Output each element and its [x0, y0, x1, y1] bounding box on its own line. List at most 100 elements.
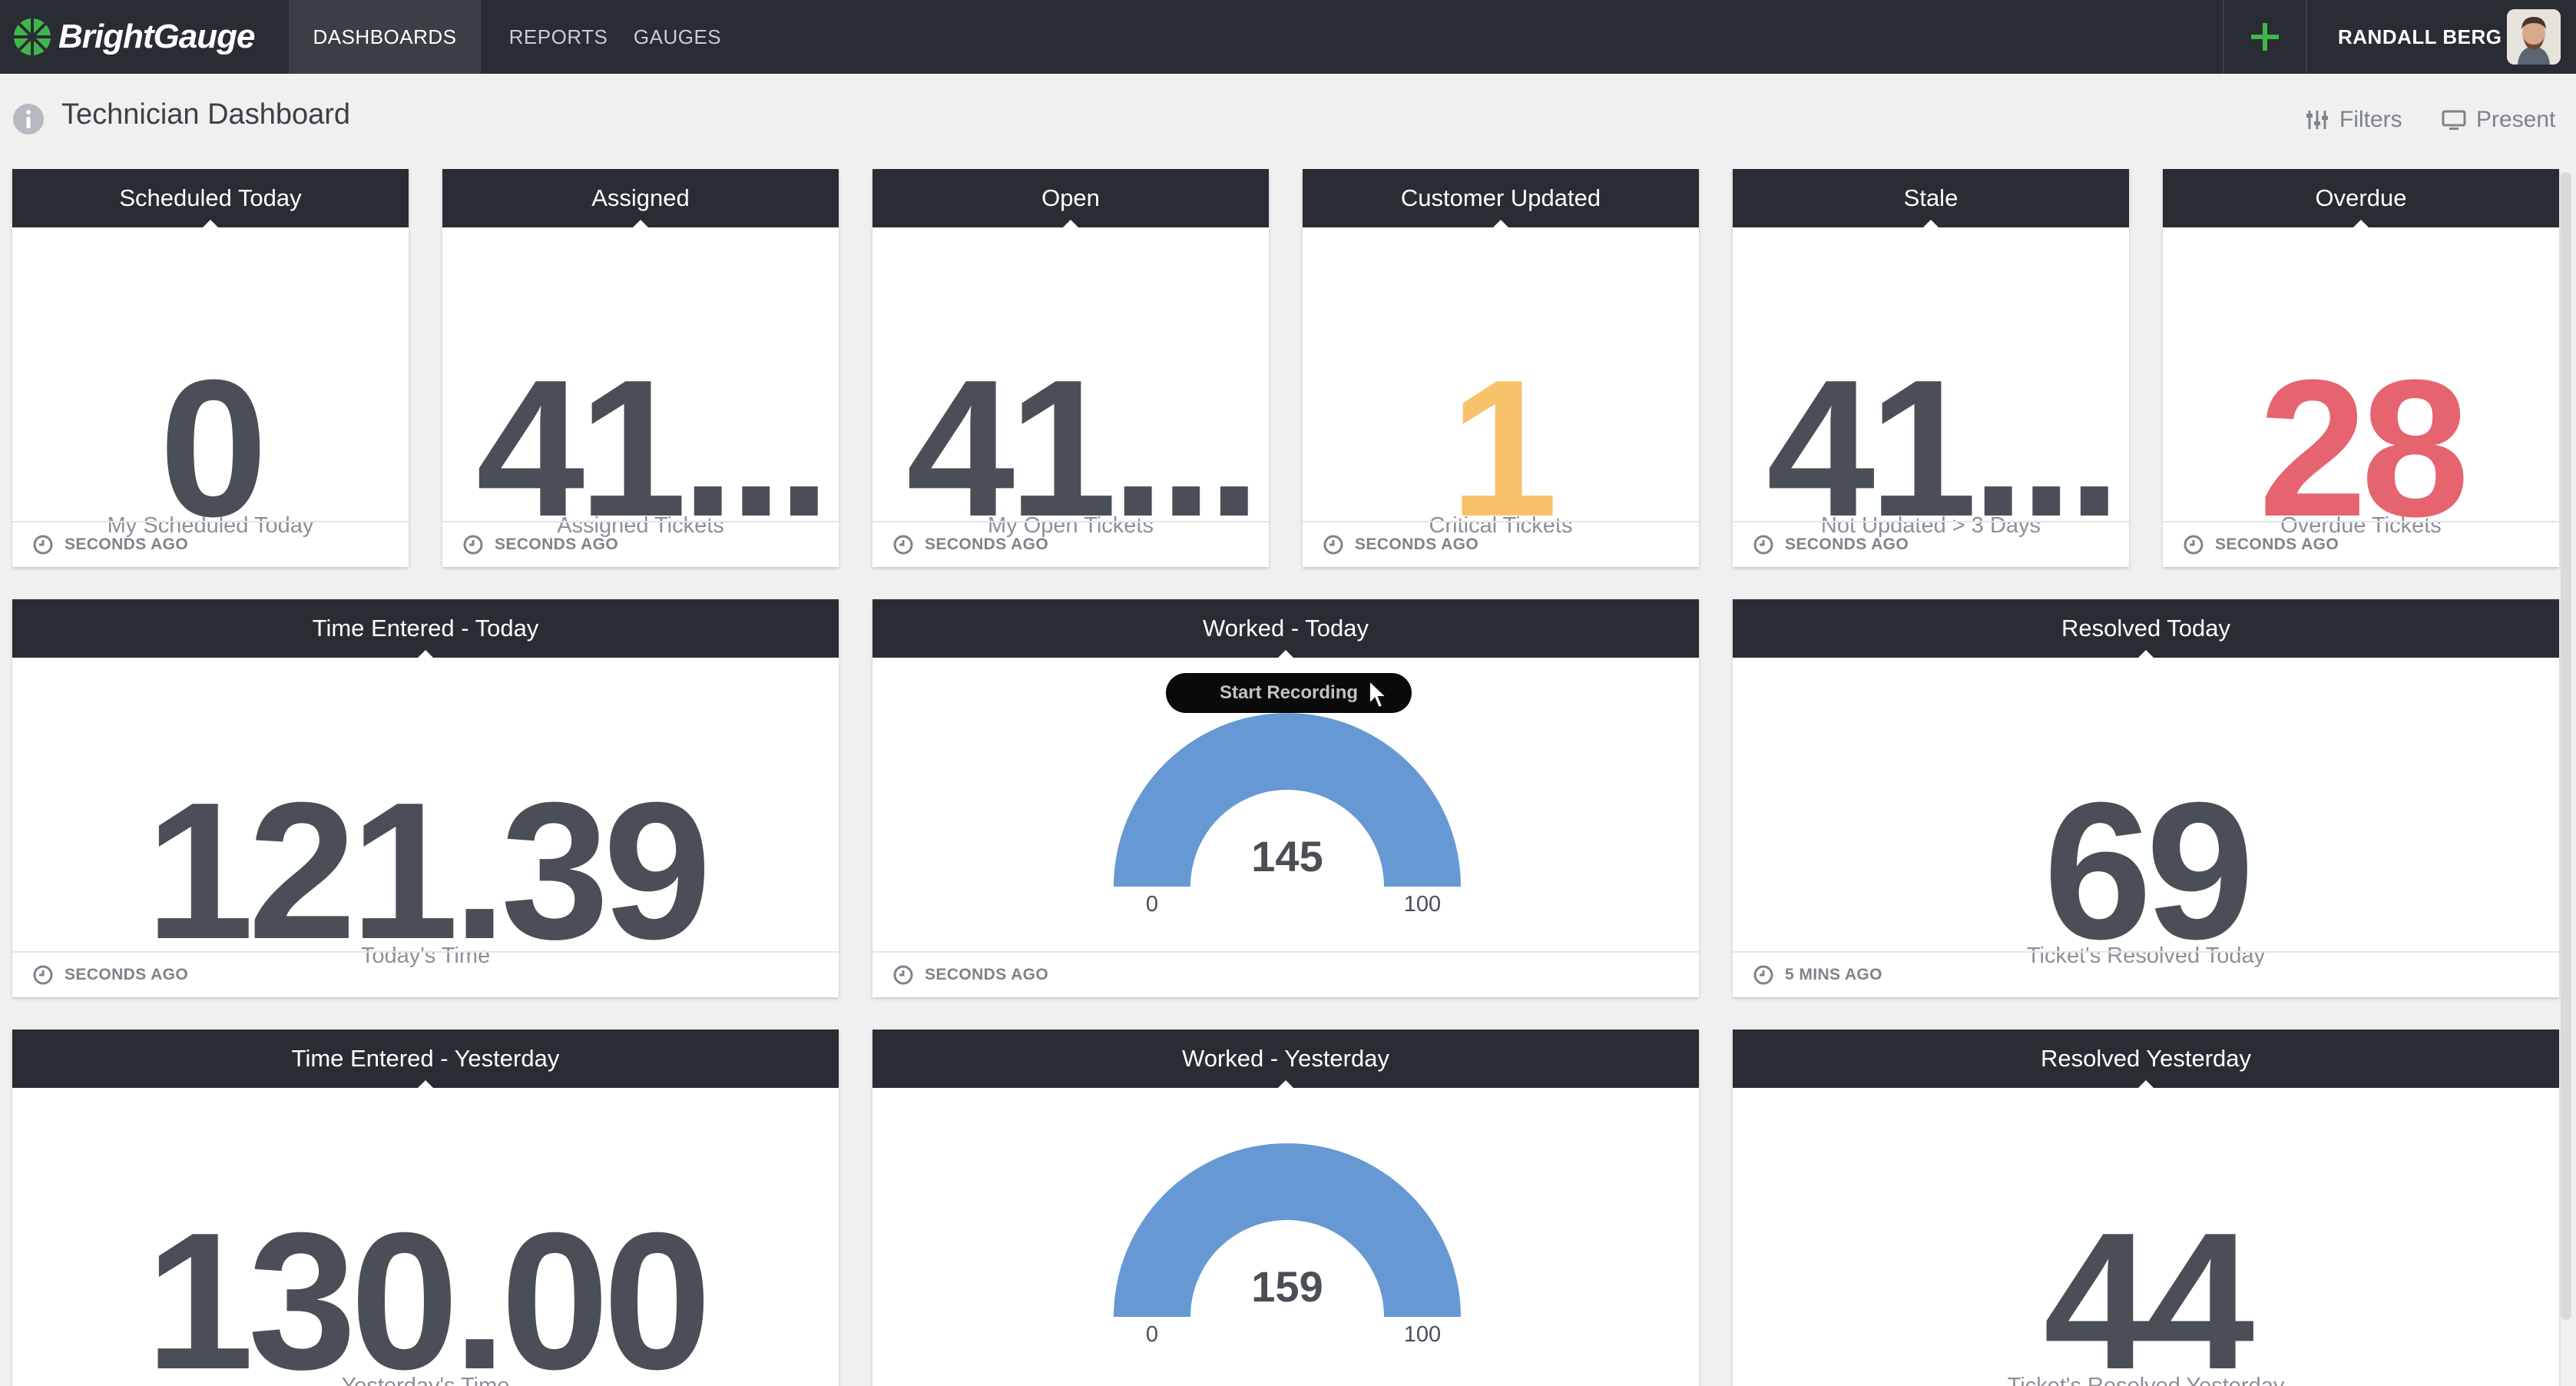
card-time-entered-today[interactable]: Time Entered - Today 121.39 Today's Time…: [12, 599, 839, 997]
card-footer: SECONDS AGO: [12, 521, 409, 567]
card-title: Scheduled Today: [12, 169, 409, 228]
gauge-arc: [1114, 713, 1461, 887]
clock-icon: [463, 535, 483, 555]
user-avatar-icon: [2507, 9, 2561, 65]
clock-icon: [1323, 535, 1343, 555]
card-title: Stale: [1733, 169, 2129, 228]
card-assigned[interactable]: Assigned 41... Assigned Tickets SECONDS …: [442, 169, 839, 567]
clock-icon: [2184, 535, 2204, 555]
brand-name: BrightGauge: [58, 18, 255, 55]
card-caption: Ticket's Resolved Yesterday: [2007, 1374, 2285, 1386]
nav-tab-gauges[interactable]: GAUGES: [633, 25, 722, 48]
updated-time: SECONDS AGO: [65, 536, 189, 553]
card-title: Overdue: [2163, 169, 2559, 228]
gauge-max-label: 100: [1404, 1322, 1441, 1347]
card-caption: Overdue Tickets: [2280, 513, 2442, 538]
updated-time: 5 MINS AGO: [1785, 966, 1882, 983]
card-value: 41...: [476, 350, 831, 545]
card-value: 41...: [906, 350, 1261, 545]
gauge-min-label: 0: [1146, 1322, 1158, 1347]
card-overdue[interactable]: Overdue 28 Overdue Tickets SECONDS AGO: [2163, 169, 2559, 567]
card-value: 41...: [1766, 350, 2121, 545]
page-title: Technician Dashboard: [61, 98, 351, 131]
card-footer: SECONDS AGO: [1733, 521, 2129, 567]
card-open[interactable]: Open 41... My Open Tickets SECONDS AGO: [872, 169, 1269, 567]
card-value: 44: [2043, 1203, 2255, 1386]
card-title: Resolved Today: [1733, 599, 2559, 658]
gauge-arc: [1114, 1143, 1461, 1317]
card-caption: Not Updated > 3 Days: [1820, 513, 2041, 538]
card-footer: SECONDS AGO: [872, 951, 1699, 997]
updated-time: SECONDS AGO: [495, 536, 619, 553]
present-button[interactable]: Present: [2441, 103, 2555, 137]
card-value: 69: [2043, 773, 2255, 968]
card-title: Time Entered - Yesterday: [12, 1030, 839, 1089]
gauge-chart: 159 0 100: [1114, 1143, 1461, 1347]
card-worked-yesterday[interactable]: Worked - Yesterday 159 0 100: [872, 1030, 1699, 1386]
card-caption: Today's Time: [360, 943, 491, 968]
top-navigation-bar: BrightGauge DASHBOARDS REPORTS GAUGES RA…: [0, 0, 2576, 74]
card-time-entered-yesterday[interactable]: Time Entered - Yesterday 130.00 Yesterda…: [12, 1030, 839, 1386]
card-resolved-yesterday[interactable]: Resolved Yesterday 44 Ticket's Resolved …: [1733, 1030, 2559, 1386]
clock-icon: [1753, 535, 1773, 555]
brightgauge-logo-icon: [14, 18, 51, 55]
add-button[interactable]: [2223, 0, 2307, 74]
page-scrollbar[interactable]: [2561, 172, 2571, 1320]
card-title: Open: [872, 169, 1269, 228]
gauge-value: 159: [1251, 1262, 1323, 1311]
gauge-max-label: 100: [1404, 892, 1441, 917]
nav-tab-dashboards[interactable]: DASHBOARDS: [289, 0, 481, 74]
card-worked-today[interactable]: Worked - Today 145 0 100 SECONDS AGO: [872, 599, 1699, 997]
card-title: Customer Updated: [1303, 169, 1699, 228]
card-title: Resolved Yesterday: [1733, 1030, 2559, 1089]
brand-logo[interactable]: BrightGauge: [12, 11, 255, 63]
clock-icon: [893, 965, 913, 985]
card-caption: Critical Tickets: [1429, 513, 1573, 538]
card-caption: Yesterday's Time: [341, 1374, 510, 1386]
updated-time: SECONDS AGO: [925, 966, 1049, 983]
clock-icon: [33, 535, 53, 555]
info-icon[interactable]: [12, 103, 45, 135]
card-stale[interactable]: Stale 41... Not Updated > 3 Days SECONDS…: [1733, 169, 2129, 567]
card-footer: SECONDS AGO: [1303, 521, 1699, 567]
card-value: 0: [159, 350, 267, 545]
updated-time: SECONDS AGO: [1785, 536, 1909, 553]
card-value: 1: [1449, 350, 1558, 545]
card-footer: 5 MINS AGO: [1733, 951, 2559, 997]
clock-icon: [893, 535, 913, 555]
sliders-icon: [2306, 111, 2328, 129]
updated-time: SECONDS AGO: [1355, 536, 1479, 553]
card-caption: Ticket's Resolved Today: [2026, 943, 2266, 968]
card-customer-updated[interactable]: Customer Updated 1 Critical Tickets SECO…: [1303, 169, 1699, 567]
user-menu[interactable]: RANDALL BERG: [2338, 25, 2502, 48]
plus-icon: [2251, 23, 2279, 51]
card-value: 130.00: [145, 1203, 712, 1386]
mouse-cursor-icon: [1369, 679, 1389, 709]
card-footer: SECONDS AGO: [442, 521, 839, 567]
gauge-value: 145: [1251, 832, 1323, 880]
card-scheduled-today[interactable]: Scheduled Today 0 My Scheduled Today SEC…: [12, 169, 409, 567]
present-label: Present: [2476, 107, 2556, 132]
filters-button[interactable]: Filters: [2304, 103, 2402, 137]
updated-time: SECONDS AGO: [925, 536, 1049, 553]
card-title: Worked - Today: [872, 599, 1699, 658]
clock-icon: [1753, 965, 1773, 985]
card-title: Assigned: [442, 169, 839, 228]
card-footer: SECONDS AGO: [872, 521, 1269, 567]
card-footer: SECONDS AGO: [2163, 521, 2559, 567]
updated-time: SECONDS AGO: [65, 966, 189, 983]
card-value: 28: [2258, 350, 2470, 545]
clock-icon: [33, 965, 53, 985]
card-caption: My Scheduled Today: [107, 513, 314, 538]
avatar[interactable]: [2507, 9, 2561, 65]
filters-label: Filters: [2339, 107, 2402, 132]
card-title: Worked - Yesterday: [872, 1030, 1699, 1089]
monitor-icon: [2442, 110, 2466, 130]
card-value: 121.39: [145, 773, 712, 968]
gauge-min-label: 0: [1146, 892, 1158, 917]
nav-tab-reports[interactable]: REPORTS: [508, 25, 608, 48]
card-resolved-today[interactable]: Resolved Today 69 Ticket's Resolved Toda…: [1733, 599, 2559, 997]
card-caption: My Open Tickets: [988, 513, 1154, 538]
card-title: Time Entered - Today: [12, 599, 839, 658]
gauge-chart: 145 0 100: [1114, 713, 1461, 917]
